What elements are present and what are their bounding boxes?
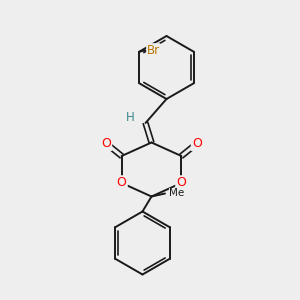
Text: O: O xyxy=(117,176,127,190)
Text: O: O xyxy=(192,137,202,150)
Text: O: O xyxy=(176,176,186,190)
Text: Me: Me xyxy=(169,188,185,199)
Text: Br: Br xyxy=(147,44,160,57)
Text: H: H xyxy=(125,111,134,124)
Text: O: O xyxy=(101,137,111,150)
